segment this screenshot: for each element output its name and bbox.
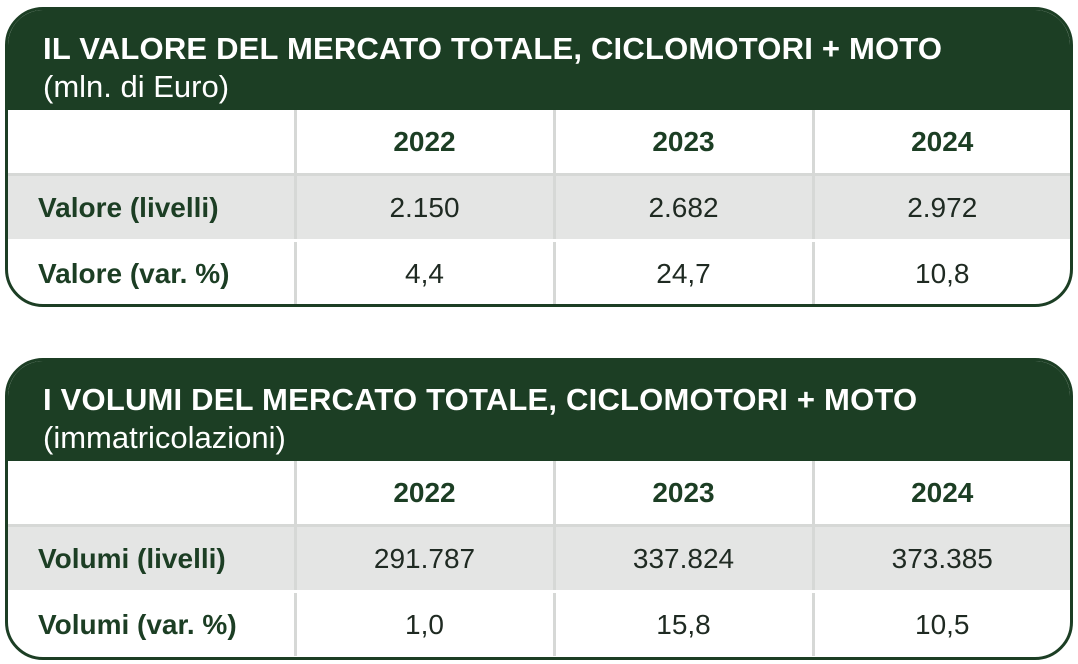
market-value-title: IL VALORE DEL MERCATO TOTALE, CICLOMOTOR… [43,31,943,66]
table-row: Valore (var. %) 4,4 24,7 10,8 [8,240,1070,304]
market-volume-subtitle: (immatricolazioni) [43,420,286,455]
column-header-empty [8,110,295,176]
column-header-2023: 2023 [552,110,813,176]
row-label: Valore (var. %) [38,257,230,289]
market-volume-header: I VOLUMI DEL MERCATO TOTALE, CICLOMOTORI… [8,361,1070,461]
table-row: Valore (livelli) 2.150 2.682 2.972 [8,174,1070,242]
table-row: Volumi (var. %) 1,0 15,8 10,5 [8,591,1070,656]
table-header-row: 2022 2023 2024 [8,461,1070,527]
cell-value: 2.150 [293,174,554,242]
row-label: Volumi (livelli) [8,525,295,593]
column-header-2023: 2023 [552,461,813,527]
market-value-subtitle: (mln. di Euro) [43,69,230,104]
column-header-empty [8,461,295,527]
cell-value: 10,5 [811,591,1070,656]
cell-value: 15,8 [552,591,813,656]
market-volume-title: I VOLUMI DEL MERCATO TOTALE, CICLOMOTORI… [43,382,918,417]
table-row: Volumi (livelli) 291.787 337.824 373.385 [8,525,1070,593]
column-header-2024: 2024 [811,461,1070,527]
column-header-2024: 2024 [811,110,1070,176]
row-label: Volumi (var. %) [38,608,237,640]
market-volume-table: 2022 2023 2024 Volumi (livelli) 291.787 … [8,461,1070,656]
cell-value: 2.972 [811,174,1070,242]
market-value-header: IL VALORE DEL MERCATO TOTALE, CICLOMOTOR… [8,10,1070,110]
table-header-row: 2022 2023 2024 [8,110,1070,176]
cell-value: 337.824 [552,525,813,593]
cell-value: 2.682 [552,174,813,242]
column-header-2022: 2022 [293,110,554,176]
market-value-table: 2022 2023 2024 Valore (livelli) 2.150 2.… [8,110,1070,304]
cell-value: 24,7 [552,240,813,304]
cell-value: 1,0 [293,591,554,656]
market-value-table-panel: IL VALORE DEL MERCATO TOTALE, CICLOMOTOR… [5,7,1073,307]
market-volume-table-panel: I VOLUMI DEL MERCATO TOTALE, CICLOMOTORI… [5,358,1073,660]
column-header-2022: 2022 [293,461,554,527]
cell-value: 10,8 [811,240,1070,304]
cell-value: 373.385 [811,525,1070,593]
cell-value: 4,4 [293,240,554,304]
cell-value: 291.787 [293,525,554,593]
row-label: Valore (livelli) [8,174,295,242]
